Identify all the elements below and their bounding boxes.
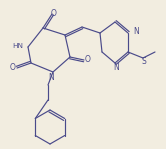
Text: N: N [48, 73, 54, 82]
Text: S: S [142, 58, 146, 66]
Text: O: O [51, 8, 57, 17]
Text: O: O [10, 63, 16, 73]
Text: N: N [133, 28, 139, 37]
Text: N: N [113, 63, 119, 73]
Text: HN: HN [12, 43, 23, 49]
Text: O: O [85, 55, 91, 65]
